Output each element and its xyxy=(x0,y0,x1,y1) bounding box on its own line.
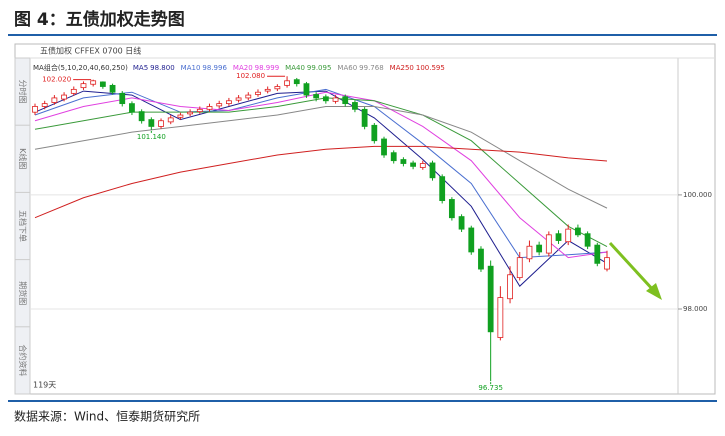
candle-body xyxy=(545,234,552,254)
candle-body xyxy=(371,124,378,142)
candle-body xyxy=(507,274,513,300)
candle-body xyxy=(478,248,484,270)
candle-body xyxy=(487,265,494,333)
annotation: 96.735 xyxy=(478,384,503,392)
candle-body xyxy=(575,227,581,236)
candle-body xyxy=(109,84,116,93)
candle-body xyxy=(526,245,533,260)
candle-body xyxy=(410,162,417,167)
candle-body xyxy=(70,88,77,94)
candle-body xyxy=(196,108,203,113)
candle-body xyxy=(313,94,320,99)
candle-body xyxy=(497,297,504,338)
candle-body xyxy=(293,79,300,85)
legend-value: 98.999 xyxy=(255,64,280,72)
candle-body xyxy=(584,233,591,247)
legend-name: MA20 xyxy=(233,64,253,72)
candle-body xyxy=(264,88,271,92)
y-tick-label: 98.000 xyxy=(683,305,708,313)
legend-name: MA5 xyxy=(133,64,148,72)
candle-body xyxy=(274,86,281,90)
candle-body xyxy=(468,227,475,253)
candle-body xyxy=(352,102,358,110)
legend-value: 99.095 xyxy=(307,64,332,72)
candle-body xyxy=(303,83,310,96)
candle-body xyxy=(255,91,261,95)
legend-name: MA10 xyxy=(181,64,201,72)
legend-value: 98.800 xyxy=(150,64,175,72)
candle-body xyxy=(206,106,213,110)
trend-arrow xyxy=(608,241,657,294)
candle-body xyxy=(148,119,155,127)
candle-body xyxy=(177,114,184,118)
ma-line xyxy=(34,145,608,219)
candle-body xyxy=(361,108,368,127)
chart-header: 五债加权 CFFEX 0700 日线 xyxy=(40,46,141,56)
candle-body xyxy=(439,176,446,202)
source: 数据来源：Wind、恒泰期货研究所 xyxy=(14,409,200,424)
candle-body xyxy=(90,80,97,85)
candle-body xyxy=(536,244,543,253)
candle-body xyxy=(119,92,126,105)
candle-body xyxy=(216,103,223,107)
candle-body xyxy=(99,81,106,87)
side-tab[interactable]: 五档下单 xyxy=(18,210,28,242)
candle-body xyxy=(419,163,426,168)
annotation: 102.080 xyxy=(236,72,265,80)
candle-body xyxy=(129,103,135,113)
candle-body xyxy=(429,162,436,179)
candle-body xyxy=(51,97,58,103)
candle-body xyxy=(332,97,339,102)
day-count: 119天 xyxy=(33,381,56,390)
ma-line xyxy=(34,90,608,287)
candle-body xyxy=(594,244,601,264)
annotation: 101.140 xyxy=(137,133,166,141)
side-tab[interactable]: 分时图 xyxy=(18,80,28,104)
side-tab[interactable]: 合约资料 xyxy=(18,344,28,376)
legend-name: MA40 xyxy=(285,64,305,72)
ma-line xyxy=(34,91,608,259)
legend-value: 99.768 xyxy=(359,64,384,72)
candle-body xyxy=(32,106,38,113)
legend-value: 98.996 xyxy=(202,64,227,72)
ma-line xyxy=(34,105,608,209)
candle-body xyxy=(138,111,145,122)
candle-body xyxy=(61,94,67,100)
candle-body xyxy=(381,138,387,156)
y-tick-label: 100.000 xyxy=(683,191,712,199)
legend-name: MA60 xyxy=(337,64,357,72)
candle-body xyxy=(516,257,523,279)
candle-body xyxy=(565,228,572,243)
candle-body xyxy=(604,257,610,270)
legend-name: MA250 xyxy=(390,64,414,72)
side-tab[interactable]: K线图 xyxy=(18,148,28,169)
candle-body xyxy=(225,100,232,105)
candle-body xyxy=(187,111,194,115)
annotation: 102.020 xyxy=(42,76,71,84)
candle-body xyxy=(448,199,455,219)
candle-body xyxy=(158,120,164,127)
ma-group: MA组合(5,10,20,40,60,250) xyxy=(33,63,128,72)
side-tabs xyxy=(14,57,31,395)
candle-body xyxy=(167,117,174,123)
candle-body xyxy=(342,96,349,105)
candle-body xyxy=(235,97,242,101)
candle-body xyxy=(458,216,465,230)
side-tab[interactable]: 期货图 xyxy=(18,281,28,305)
trend-arrow-head xyxy=(646,283,662,300)
candle-body xyxy=(284,80,290,86)
legend-value: 100.595 xyxy=(416,64,445,72)
candle-body xyxy=(41,103,48,107)
candle-body xyxy=(400,159,407,164)
candle-body xyxy=(555,233,562,241)
candle-body xyxy=(390,152,397,162)
candle-body xyxy=(322,96,329,102)
figure-title: 图 4：五债加权走势图 xyxy=(14,9,185,30)
candle-body xyxy=(80,83,87,89)
candle-body xyxy=(245,94,252,99)
